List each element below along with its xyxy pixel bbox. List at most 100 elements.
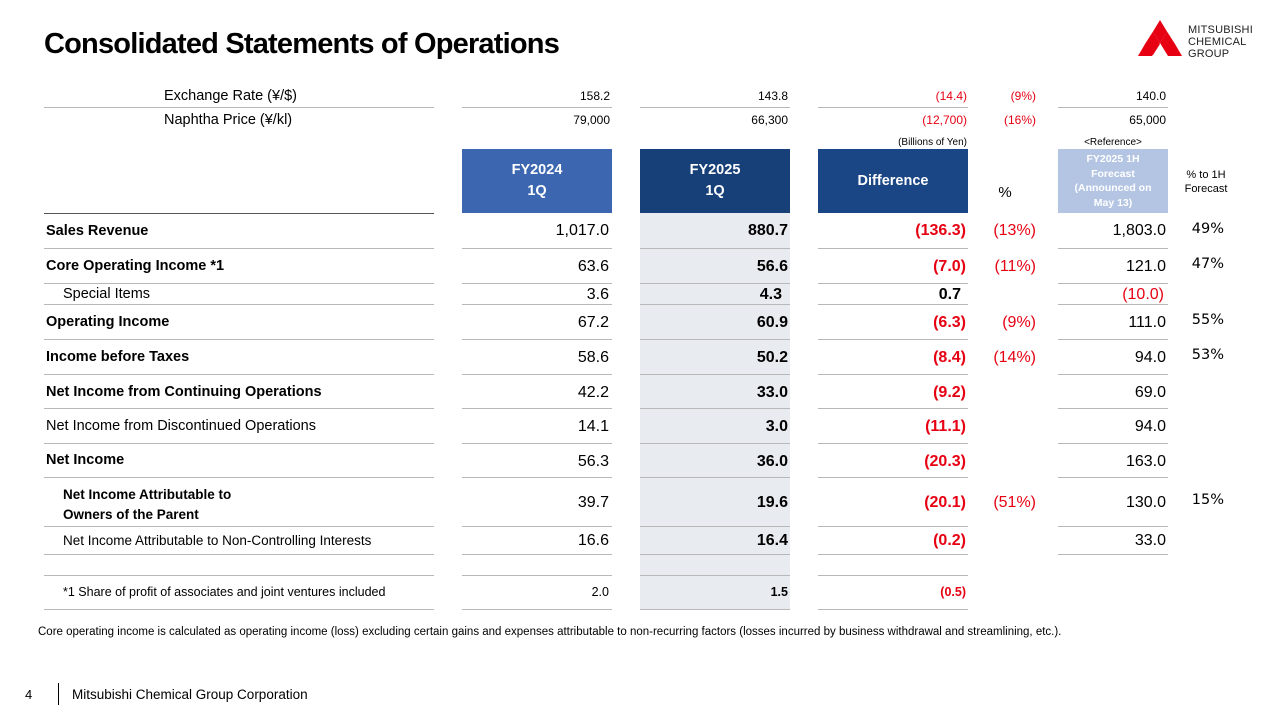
row-pct: (51%)	[993, 494, 1036, 511]
row-forecast: 94.0	[1134, 349, 1166, 366]
row-diff: (20.3)	[924, 453, 966, 470]
header-forecast-line3: (Announced on	[1074, 182, 1152, 194]
associates-fy2024: 2.0	[591, 585, 609, 599]
row-forecast: 94.0	[1134, 418, 1166, 435]
row-diff: (136.3)	[915, 222, 966, 239]
row-forecast: 163.0	[1125, 453, 1166, 470]
row-fy2024: 1,017.0	[555, 222, 609, 239]
row-pct-forecast: 47%	[1191, 256, 1224, 272]
header-percent: %	[998, 184, 1012, 201]
associates-fy2025: 1.5	[770, 585, 788, 599]
row-fy2024: 67.2	[577, 314, 609, 331]
row-fy2025: 19.6	[756, 494, 788, 511]
logo-line-3: GROUP	[1188, 48, 1230, 60]
row-label: Net Income Attributable to Non-Controlli…	[63, 533, 372, 548]
row-label: Net Income from Discontinued Operations	[46, 418, 316, 434]
row-pct: (14%)	[993, 349, 1036, 366]
row-fy2024: 63.6	[577, 258, 609, 275]
header-fy2024-line1: FY2024	[511, 162, 563, 178]
header-fy2024: FY2024 1Q	[462, 149, 612, 213]
row-pct-forecast: 49%	[1191, 221, 1224, 237]
row-diff: 0.7	[938, 286, 961, 303]
header-forecast-line1: FY2025 1H	[1086, 153, 1140, 165]
row-fy2025: 50.2	[756, 349, 788, 366]
row-pct-forecast: 55%	[1191, 312, 1224, 328]
row-label: Net Income	[46, 452, 125, 468]
footer-divider	[58, 683, 59, 705]
header-pct-forecast-line2: Forecast	[1184, 183, 1228, 195]
row-fy2025: 33.0	[756, 384, 788, 401]
row-label-line1: Net Income Attributable to	[63, 487, 232, 502]
exchange-forecast: 140.0	[1135, 89, 1166, 103]
row-fy2024: 3.6	[586, 286, 609, 303]
associates-label: *1 Share of profit of associates and joi…	[63, 585, 386, 599]
logo-text: MITSUBISHI CHEMICAL GROUP	[1188, 24, 1253, 60]
row-label: Net Income from Continuing Operations	[46, 384, 322, 400]
row-label: Operating Income	[46, 314, 170, 330]
footnote: Core operating income is calculated as o…	[38, 626, 1062, 638]
row-fy2025: 4.3	[759, 286, 782, 303]
row-fy2024: 42.2	[577, 384, 609, 401]
fy2025-column-bg	[640, 213, 790, 610]
row-forecast: (10.0)	[1122, 286, 1164, 303]
exchange-diff: (14.4)	[935, 89, 967, 103]
header-fy2025-line2: 1Q	[705, 183, 725, 199]
footer-company: Mitsubishi Chemical Group Corporation	[72, 687, 308, 702]
row-forecast: 33.0	[1134, 532, 1166, 549]
row-label: Income before Taxes	[46, 349, 190, 365]
row-label: Core Operating Income *1	[46, 258, 225, 274]
row-diff: (9.2)	[933, 384, 966, 401]
header-forecast-line4: May 13)	[1093, 196, 1133, 209]
row-fy2025: 36.0	[756, 453, 788, 470]
header-difference-label: Difference	[857, 172, 929, 189]
row-diff: (7.0)	[933, 258, 966, 275]
header-pct-forecast-line1: % to 1H	[1186, 169, 1226, 181]
row-label-line2: Owners of the Parent	[63, 507, 199, 522]
naphtha-fy2025: 66,300	[751, 113, 788, 127]
row-forecast: 111.0	[1128, 314, 1166, 331]
header-forecast: FY2025 1H Forecast (Announced on May 13)	[1058, 149, 1168, 213]
logo-line-1: MITSUBISHI	[1188, 24, 1253, 36]
associates-diff: (0.5)	[940, 585, 966, 599]
row-fy2025: 16.4	[756, 532, 788, 549]
row-pct: (9%)	[1002, 314, 1036, 331]
exchange-fy2024: 158.2	[579, 89, 610, 103]
header-difference: Difference	[818, 149, 968, 213]
row-fy2025: 60.9	[756, 314, 788, 331]
row-pct: (11%)	[994, 258, 1037, 275]
row-fy2024: 16.6	[577, 532, 609, 549]
row-label: Net Income Attributable to Owners of the…	[63, 485, 231, 525]
reference-label: <Reference>	[1084, 137, 1142, 148]
row-diff: (11.1)	[925, 418, 966, 435]
logo-line-2: CHEMICAL	[1188, 36, 1247, 48]
row-diff: (6.3)	[933, 314, 966, 331]
exchange-rate-label: Exchange Rate (¥/$)	[164, 88, 297, 104]
naphtha-price-label: Naphtha Price (¥/kl)	[164, 112, 293, 128]
units-label: (Billions of Yen)	[898, 137, 967, 148]
row-fy2025: 56.6	[756, 258, 788, 275]
mitsubishi-diamonds-icon	[1138, 20, 1182, 56]
row-label: Sales Revenue	[46, 223, 149, 239]
row-fy2024: 39.7	[577, 494, 609, 511]
header-fy2025: FY2025 1Q	[640, 149, 790, 213]
row-fy2024: 58.6	[577, 349, 609, 366]
company-logo: MITSUBISHI CHEMICAL GROUP	[1138, 20, 1258, 64]
row-diff: (20.1)	[924, 494, 966, 511]
row-label: Special Items	[63, 286, 151, 302]
page-title: Consolidated Statements of Operations	[44, 28, 560, 60]
row-pct-forecast: 53%	[1191, 347, 1224, 363]
naphtha-pct: (16%)	[1003, 113, 1036, 127]
naphtha-diff: (12,700)	[922, 113, 967, 127]
row-forecast: 130.0	[1125, 494, 1166, 511]
row-pct-forecast: 15%	[1191, 492, 1224, 508]
naphtha-fy2024: 79,000	[573, 113, 610, 127]
row-fy2025: 3.0	[765, 418, 788, 435]
row-fy2025: 880.7	[747, 222, 788, 239]
exchange-fy2025: 143.8	[757, 89, 788, 103]
page-number: 4	[25, 687, 33, 702]
naphtha-forecast: 65,000	[1129, 113, 1166, 127]
row-pct: (13%)	[993, 222, 1036, 239]
row-forecast: 1,803.0	[1112, 222, 1166, 239]
row-forecast: 121.0	[1125, 258, 1166, 275]
exchange-pct: (9%)	[1010, 89, 1036, 103]
